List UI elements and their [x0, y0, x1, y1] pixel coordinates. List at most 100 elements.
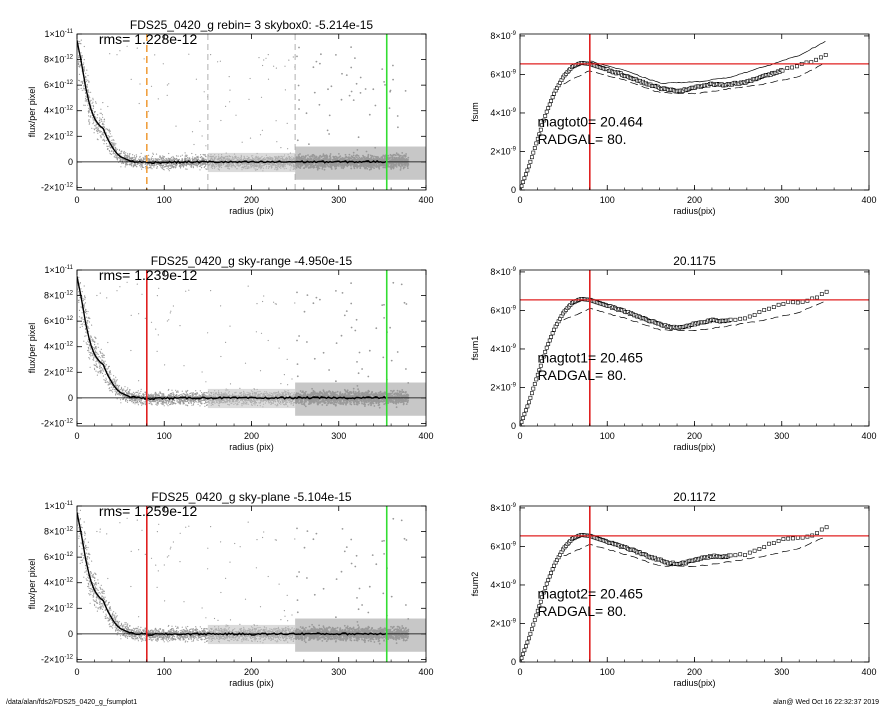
scatter-point — [284, 89, 286, 91]
scatter-point — [280, 147, 282, 149]
scatter-point — [91, 102, 93, 104]
scatter-point — [100, 135, 102, 137]
scatter-point — [92, 123, 94, 125]
scatter-point — [170, 167, 172, 169]
scatter-point — [185, 155, 187, 158]
scatter-point — [85, 99, 87, 101]
scatter-point — [120, 160, 122, 162]
mid-scatter-band — [207, 152, 296, 173]
scatter-point — [296, 139, 299, 142]
scatter-point — [177, 155, 179, 157]
scatter-point — [88, 91, 90, 94]
scatter-point — [102, 132, 104, 134]
scatter-point — [205, 168, 208, 170]
scatter-point — [83, 59, 85, 61]
scatter-point — [83, 104, 85, 106]
scatter-point — [135, 157, 137, 159]
scatter-point — [109, 151, 111, 153]
scatter-point — [171, 164, 173, 166]
scatter-point — [119, 50, 121, 52]
scatter-point — [170, 165, 172, 167]
scatter-point — [85, 331, 87, 333]
scatter-point — [150, 157, 152, 159]
scatter-point — [80, 87, 82, 89]
scatter-point — [352, 99, 355, 101]
scatter-point — [192, 163, 194, 165]
fsum-point — [534, 141, 539, 146]
scatter-point — [126, 154, 128, 157]
scatter-point — [194, 160, 196, 162]
scatter-point — [152, 158, 154, 160]
scatter-point — [396, 115, 399, 117]
scatter-point — [340, 98, 343, 101]
scatter-point — [78, 42, 80, 45]
scatter-point — [77, 260, 78, 261]
scatter-point — [200, 163, 202, 165]
scatter-point — [192, 159, 194, 161]
scatter-point — [83, 298, 85, 300]
scatter-point — [97, 130, 99, 132]
scatter-point — [182, 164, 184, 166]
scatter-point — [170, 164, 172, 166]
scatter-point — [167, 164, 169, 166]
scatter-point — [106, 145, 108, 147]
scatter-point — [78, 56, 80, 58]
scatter-point — [167, 168, 169, 170]
scatter-point — [119, 158, 121, 160]
scatter-point — [203, 157, 205, 159]
scatter-point — [150, 165, 152, 167]
scatter-point — [83, 88, 85, 90]
scatter-point — [140, 166, 142, 168]
scatter-point — [171, 165, 173, 167]
scatter-point — [97, 114, 99, 116]
scatter-point — [164, 163, 166, 165]
scatter-point — [276, 141, 278, 143]
scatter-point — [195, 154, 197, 156]
scatter-point — [97, 13, 98, 14]
scatter-point — [86, 85, 88, 87]
scatter-point — [286, 122, 288, 124]
fsum-point — [552, 91, 557, 96]
scatter-point — [318, 103, 321, 106]
scatter-point — [389, 326, 391, 329]
scatter-point — [92, 107, 94, 110]
scatter-point — [96, 129, 98, 131]
scatter-point — [204, 162, 206, 164]
scatter-point — [176, 157, 178, 160]
fsum-point — [785, 66, 790, 71]
scatter-point — [82, 64, 84, 66]
scatter-point — [81, 56, 83, 58]
scatter-point — [149, 159, 151, 161]
scatter-point — [164, 166, 166, 168]
scatter-point — [123, 152, 125, 154]
scatter-point — [196, 162, 199, 164]
scatter-point — [199, 169, 201, 171]
scatter-point — [77, 60, 80, 62]
scatter-point — [294, 302, 296, 304]
scatter-point — [355, 82, 358, 85]
scatter-point — [84, 92, 87, 94]
scatter-point — [273, 65, 275, 67]
panel-title: FDS25_0420_g rebin= 3 skybox0: -5.214e-1… — [130, 18, 373, 32]
scatter-point — [219, 60, 221, 62]
scatter-point — [163, 405, 165, 407]
scatter-point — [98, 130, 100, 132]
scatter-point — [162, 168, 164, 170]
scatter-point — [156, 166, 158, 168]
scatter-point — [160, 166, 162, 169]
scatter-point — [296, 375, 299, 378]
x-tick-label: 400 — [418, 195, 433, 205]
scatter-point — [95, 361, 97, 363]
scatter-point — [81, 89, 83, 91]
fsum-point — [546, 106, 551, 111]
scatter-point — [85, 78, 87, 80]
scatter-point — [168, 159, 170, 161]
scatter-point — [180, 155, 182, 157]
scatter-point — [100, 348, 102, 350]
scatter-point — [182, 165, 184, 167]
scatter-point — [168, 152, 170, 155]
scatter-point — [165, 157, 167, 160]
fsum-point — [525, 168, 530, 173]
scatter-point — [122, 162, 124, 164]
scatter-point — [168, 170, 170, 172]
